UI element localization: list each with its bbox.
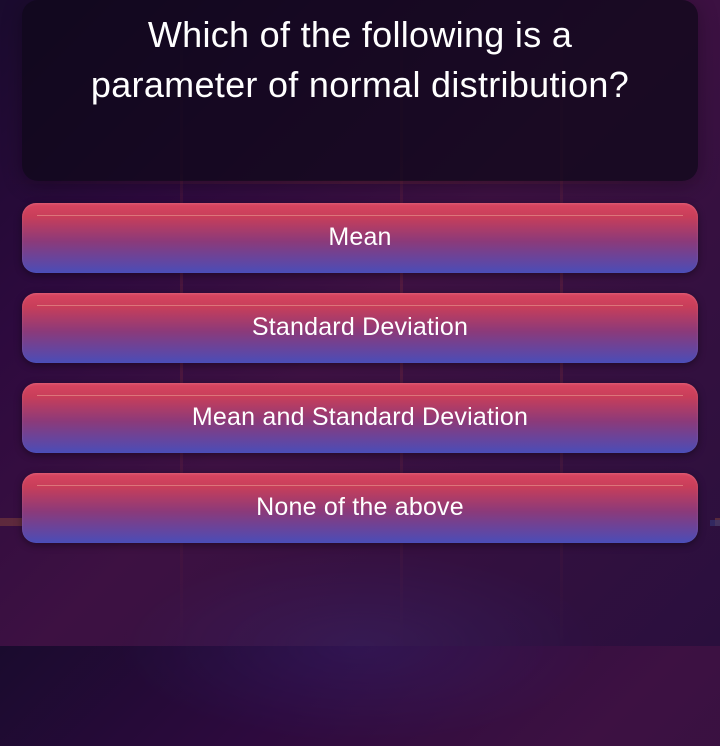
- answer-label: Mean: [328, 223, 391, 252]
- quiz-container: Which of the following is a parameter of…: [0, 0, 720, 543]
- question-text: Which of the following is a parameter of…: [62, 10, 658, 111]
- answer-option-1[interactable]: Mean: [22, 203, 698, 273]
- answer-option-4[interactable]: None of the above: [22, 473, 698, 543]
- answer-label: Standard Deviation: [252, 313, 468, 342]
- question-card: Which of the following is a parameter of…: [22, 0, 698, 181]
- answer-option-3[interactable]: Mean and Standard Deviation: [22, 383, 698, 453]
- answer-option-2[interactable]: Standard Deviation: [22, 293, 698, 363]
- answer-label: None of the above: [256, 493, 464, 522]
- answer-label: Mean and Standard Deviation: [192, 403, 528, 432]
